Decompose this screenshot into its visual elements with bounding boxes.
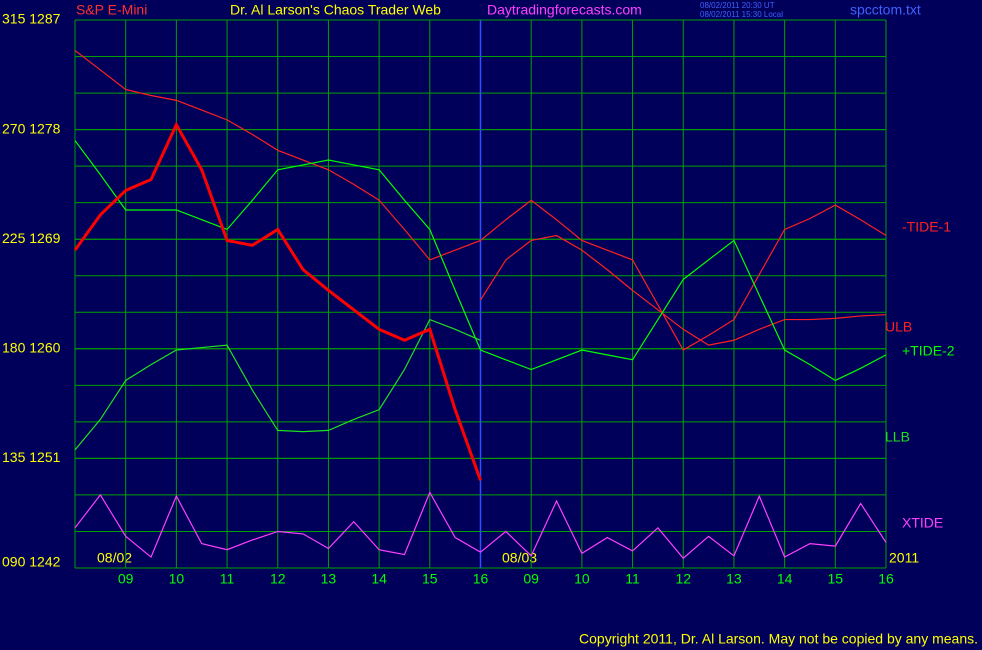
copyright: Copyright 2011, Dr. Al Larson. May not b… (579, 631, 978, 647)
file-name: spcctom.txt (850, 2, 921, 18)
series-line (74, 318, 481, 451)
y-tick-label: 225 1269 (2, 230, 61, 246)
date-label: 2011 (889, 550, 919, 566)
x-tick-label: 15 (828, 571, 844, 587)
legend-label: XTIDE (902, 515, 943, 531)
x-tick-label: 11 (220, 571, 235, 587)
x-tick-label: 16 (473, 571, 489, 587)
x-tick-label: 10 (169, 571, 185, 587)
x-tick-label: 11 (625, 571, 640, 587)
x-tick-label: 12 (270, 571, 286, 587)
legend-label: -TIDE-1 (902, 219, 951, 235)
timestamp: 08/02/2011 20:30 UT (700, 1, 775, 10)
price-line (73, 121, 482, 481)
x-tick-label: 09 (523, 571, 539, 587)
x-tick-label: 10 (574, 571, 590, 587)
x-tick-label: 16 (878, 571, 894, 587)
chart-subtitle: Daytradingforecasts.com (487, 2, 642, 18)
x-tick-label: 09 (118, 571, 134, 587)
y-tick-label: 315 1287 (2, 11, 61, 27)
legend-label: LLB (885, 429, 910, 445)
instrument-label: S&P E-Mini (76, 2, 147, 18)
x-tick-label: 15 (422, 571, 438, 587)
series-line (74, 49, 887, 351)
series-line (74, 140, 887, 382)
series-line (74, 491, 887, 560)
series-line (479, 234, 887, 346)
date-label: 08/03 (502, 550, 537, 566)
y-tick-label: 180 1260 (2, 340, 61, 356)
timestamp: 08/02/2011 15:30 Local (700, 10, 783, 19)
chart-title: Dr. Al Larson's Chaos Trader Web (230, 2, 441, 18)
date-label: 08/02 (97, 550, 132, 566)
x-tick-label: 12 (675, 571, 691, 587)
legend-label: +TIDE-2 (902, 343, 955, 359)
x-tick-label: 13 (726, 571, 742, 587)
y-tick-label: 270 1278 (2, 120, 61, 136)
y-tick-label: 135 1251 (2, 449, 61, 465)
x-tick-label: 14 (371, 571, 387, 587)
y-tick-label: 090 1242 (2, 554, 61, 570)
legend-label: ULB (885, 319, 912, 335)
x-tick-label: 14 (777, 571, 793, 587)
x-tick-label: 13 (321, 571, 337, 587)
